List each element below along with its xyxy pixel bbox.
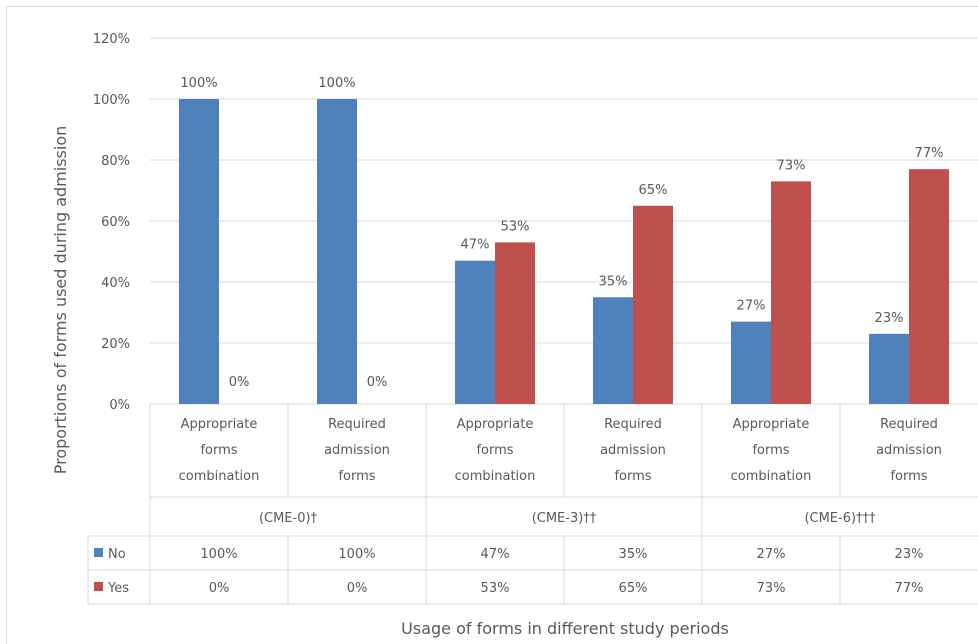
table-value: 100% <box>200 547 237 562</box>
data-label: 100% <box>318 76 355 91</box>
category-label: Required <box>328 417 386 432</box>
category-label: Appropriate <box>181 417 258 432</box>
category-label: forms <box>614 469 651 484</box>
table-value: 53% <box>481 581 510 596</box>
data-label: 53% <box>501 219 530 234</box>
data-label: 0% <box>229 375 250 390</box>
y-tick-label: 100% <box>93 93 130 108</box>
table-value: 77% <box>895 581 924 596</box>
category-label: Appropriate <box>457 417 534 432</box>
data-label: 47% <box>461 238 490 253</box>
bar-yes <box>495 242 535 404</box>
group-label: (CME-3)†† <box>532 511 597 526</box>
legend-label-yes: Yes <box>107 581 129 596</box>
category-label: forms <box>890 469 927 484</box>
bar-no <box>455 260 495 404</box>
bar-no <box>179 99 219 404</box>
category-label: combination <box>179 469 260 484</box>
table-value: 65% <box>619 581 648 596</box>
table-value: 47% <box>481 547 510 562</box>
category-label: Required <box>604 417 662 432</box>
data-label: 73% <box>777 158 806 173</box>
table-value: 23% <box>895 547 924 562</box>
category-label: admission <box>600 443 666 458</box>
y-tick-label: 120% <box>93 32 130 47</box>
category-label: combination <box>455 469 536 484</box>
data-label: 65% <box>639 183 668 198</box>
category-label: forms <box>752 443 789 458</box>
bar-yes <box>909 169 949 404</box>
category-label: forms <box>338 469 375 484</box>
y-tick-label: 0% <box>109 398 130 413</box>
table-value: 73% <box>757 581 786 596</box>
legend-swatch-yes <box>94 582 103 591</box>
category-label: Appropriate <box>733 417 810 432</box>
y-tick-label: 60% <box>101 215 130 230</box>
bar-yes <box>771 181 811 404</box>
data-label: 27% <box>737 299 766 314</box>
category-label: combination <box>731 469 812 484</box>
data-label: 0% <box>367 375 388 390</box>
table-value: 0% <box>209 581 230 596</box>
table-value: 35% <box>619 547 648 562</box>
y-tick-label: 80% <box>101 154 130 169</box>
table-value: 27% <box>757 547 786 562</box>
data-label: 23% <box>875 311 904 326</box>
legend-label-no: No <box>108 547 126 562</box>
group-label: (CME-6)††† <box>804 511 876 526</box>
data-label: 100% <box>180 76 217 91</box>
category-label: forms <box>200 443 237 458</box>
group-label: (CME-0)† <box>259 511 318 526</box>
category-label: forms <box>476 443 513 458</box>
legend-swatch-no <box>94 548 103 557</box>
bar-no <box>869 333 909 404</box>
table-value: 100% <box>338 547 375 562</box>
data-label: 77% <box>915 146 944 161</box>
chart-frame <box>6 6 978 644</box>
data-label: 35% <box>599 274 628 289</box>
category-label: Required <box>880 417 938 432</box>
table-value: 0% <box>347 581 368 596</box>
x-axis-title: Usage of forms in different study period… <box>401 619 729 638</box>
category-label: admission <box>324 443 390 458</box>
bar-no <box>731 321 771 404</box>
bar-no <box>317 99 357 404</box>
y-axis-title: Proportions of forms used during admissi… <box>51 126 70 475</box>
category-label: admission <box>876 443 942 458</box>
y-tick-label: 40% <box>101 276 130 291</box>
bar-no <box>593 297 633 404</box>
y-tick-label: 20% <box>101 337 130 352</box>
bar-yes <box>633 205 673 404</box>
